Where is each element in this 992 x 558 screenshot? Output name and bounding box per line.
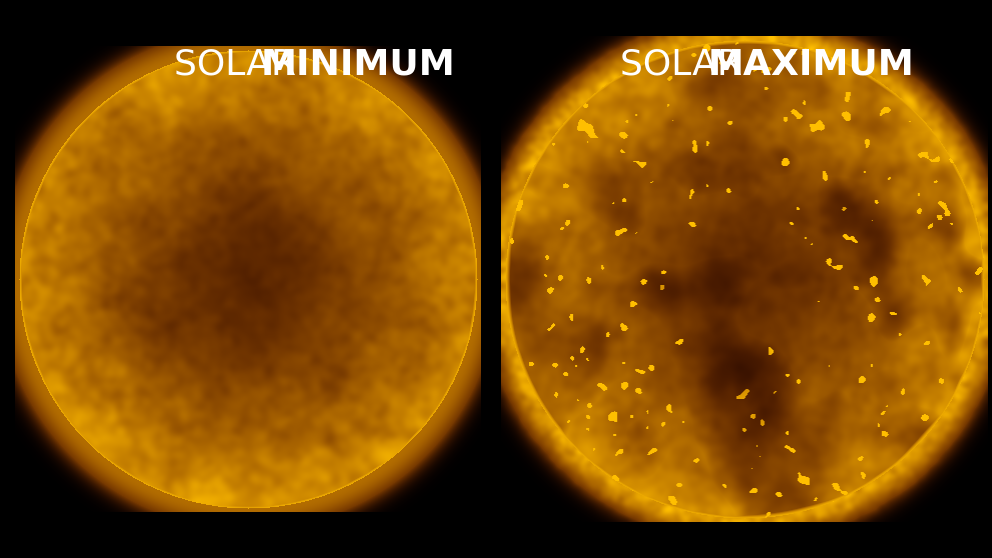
Text: MAXIMUM: MAXIMUM [707,47,914,81]
Text: SOLAR: SOLAR [174,47,308,81]
Text: SOLAR: SOLAR [620,47,754,81]
Text: MINIMUM: MINIMUM [261,47,455,81]
